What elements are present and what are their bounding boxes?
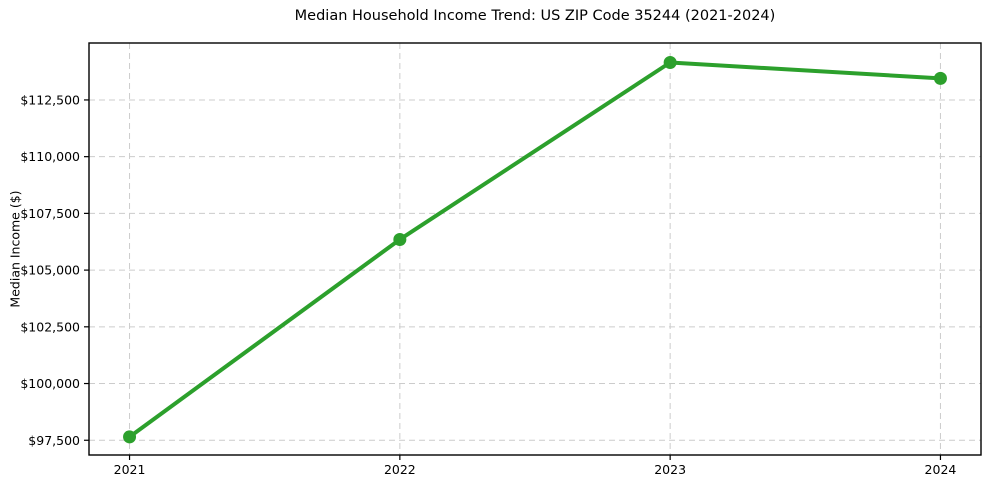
data-point	[393, 232, 407, 246]
y-tick-label: $112,500	[20, 92, 80, 107]
data-point	[933, 71, 947, 85]
data-point	[123, 430, 137, 444]
y-tick-label: $110,000	[20, 149, 80, 164]
y-tick-label: $97,500	[28, 433, 80, 448]
data-point	[663, 56, 677, 70]
y-tick-label: $102,500	[20, 319, 80, 334]
trend-line	[127, 60, 943, 439]
x-tick-label: 2022	[384, 462, 416, 477]
x-tick-label: 2021	[114, 462, 146, 477]
y-tick-label: $100,000	[20, 376, 80, 391]
chart-title: Median Household Income Trend: US ZIP Co…	[294, 8, 776, 24]
x-tick-label: 2023	[654, 462, 686, 477]
x-tick-label: 2024	[925, 462, 957, 477]
y-tick-label: $105,000	[20, 263, 80, 278]
y-tick-label: $107,500	[20, 206, 80, 221]
plot-border	[88, 42, 982, 456]
